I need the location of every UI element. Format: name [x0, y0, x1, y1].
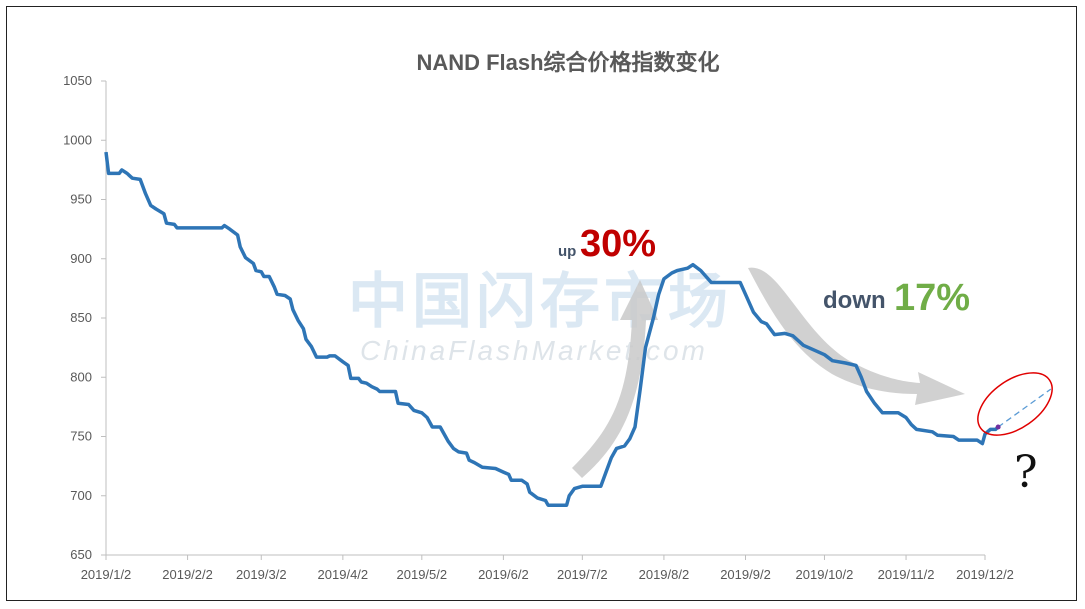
last-point-marker: [995, 424, 1001, 430]
x-tick-label: 2019/4/2: [318, 567, 369, 582]
y-tick-label: 800: [70, 369, 92, 384]
x-tick-label: 2019/5/2: [397, 567, 448, 582]
x-tick-label: 2019/9/2: [720, 567, 771, 582]
chart-frame: [6, 6, 1077, 601]
x-tick-label: 2019/1/2: [81, 567, 132, 582]
up-arrow: [572, 280, 658, 478]
up-percent: 30%: [580, 223, 656, 265]
x-tick-label: 2019/3/2: [236, 567, 287, 582]
watermark-en: ChinaFlashMarket.com: [360, 335, 708, 366]
x-tick-label: 2019/12/2: [956, 567, 1014, 582]
watermark-cn: 中国闪存市场: [348, 268, 732, 335]
up-label: up: [558, 243, 576, 260]
series-line: [104, 151, 1000, 507]
y-tick-label: 900: [70, 251, 92, 266]
chart-title: NAND Flash综合价格指数变化: [416, 50, 719, 75]
x-tick-label: 2019/6/2: [478, 567, 529, 582]
y-tick-label: 950: [70, 192, 92, 207]
y-tick-label: 1050: [63, 73, 92, 88]
down-label: down: [823, 287, 886, 314]
projection-line: [997, 388, 1052, 428]
x-tick-label: 2019/8/2: [639, 567, 690, 582]
x-tick-label: 2019/7/2: [557, 567, 608, 582]
y-tick-label: 650: [70, 547, 92, 562]
y-axis: 650 700 750 800 850 900 950 1000 1050: [63, 73, 107, 562]
x-axis: 2019/1/2 2019/2/2 2019/3/2 2019/4/2 2019/5/2…: [81, 554, 1014, 582]
y-tick-label: 850: [70, 310, 92, 325]
x-tick-label: 2019/2/2: [162, 567, 213, 582]
y-tick-label: 750: [70, 429, 92, 444]
down-percent: 17%: [894, 277, 970, 319]
x-tick-label: 2019/11/2: [878, 567, 935, 582]
y-tick-label: 700: [70, 488, 92, 503]
question-mark: ?: [1014, 447, 1038, 498]
x-tick-label: 2019/10/2: [796, 567, 854, 582]
highlight-ellipse: [977, 372, 1053, 436]
y-tick-label: 1000: [63, 132, 92, 147]
